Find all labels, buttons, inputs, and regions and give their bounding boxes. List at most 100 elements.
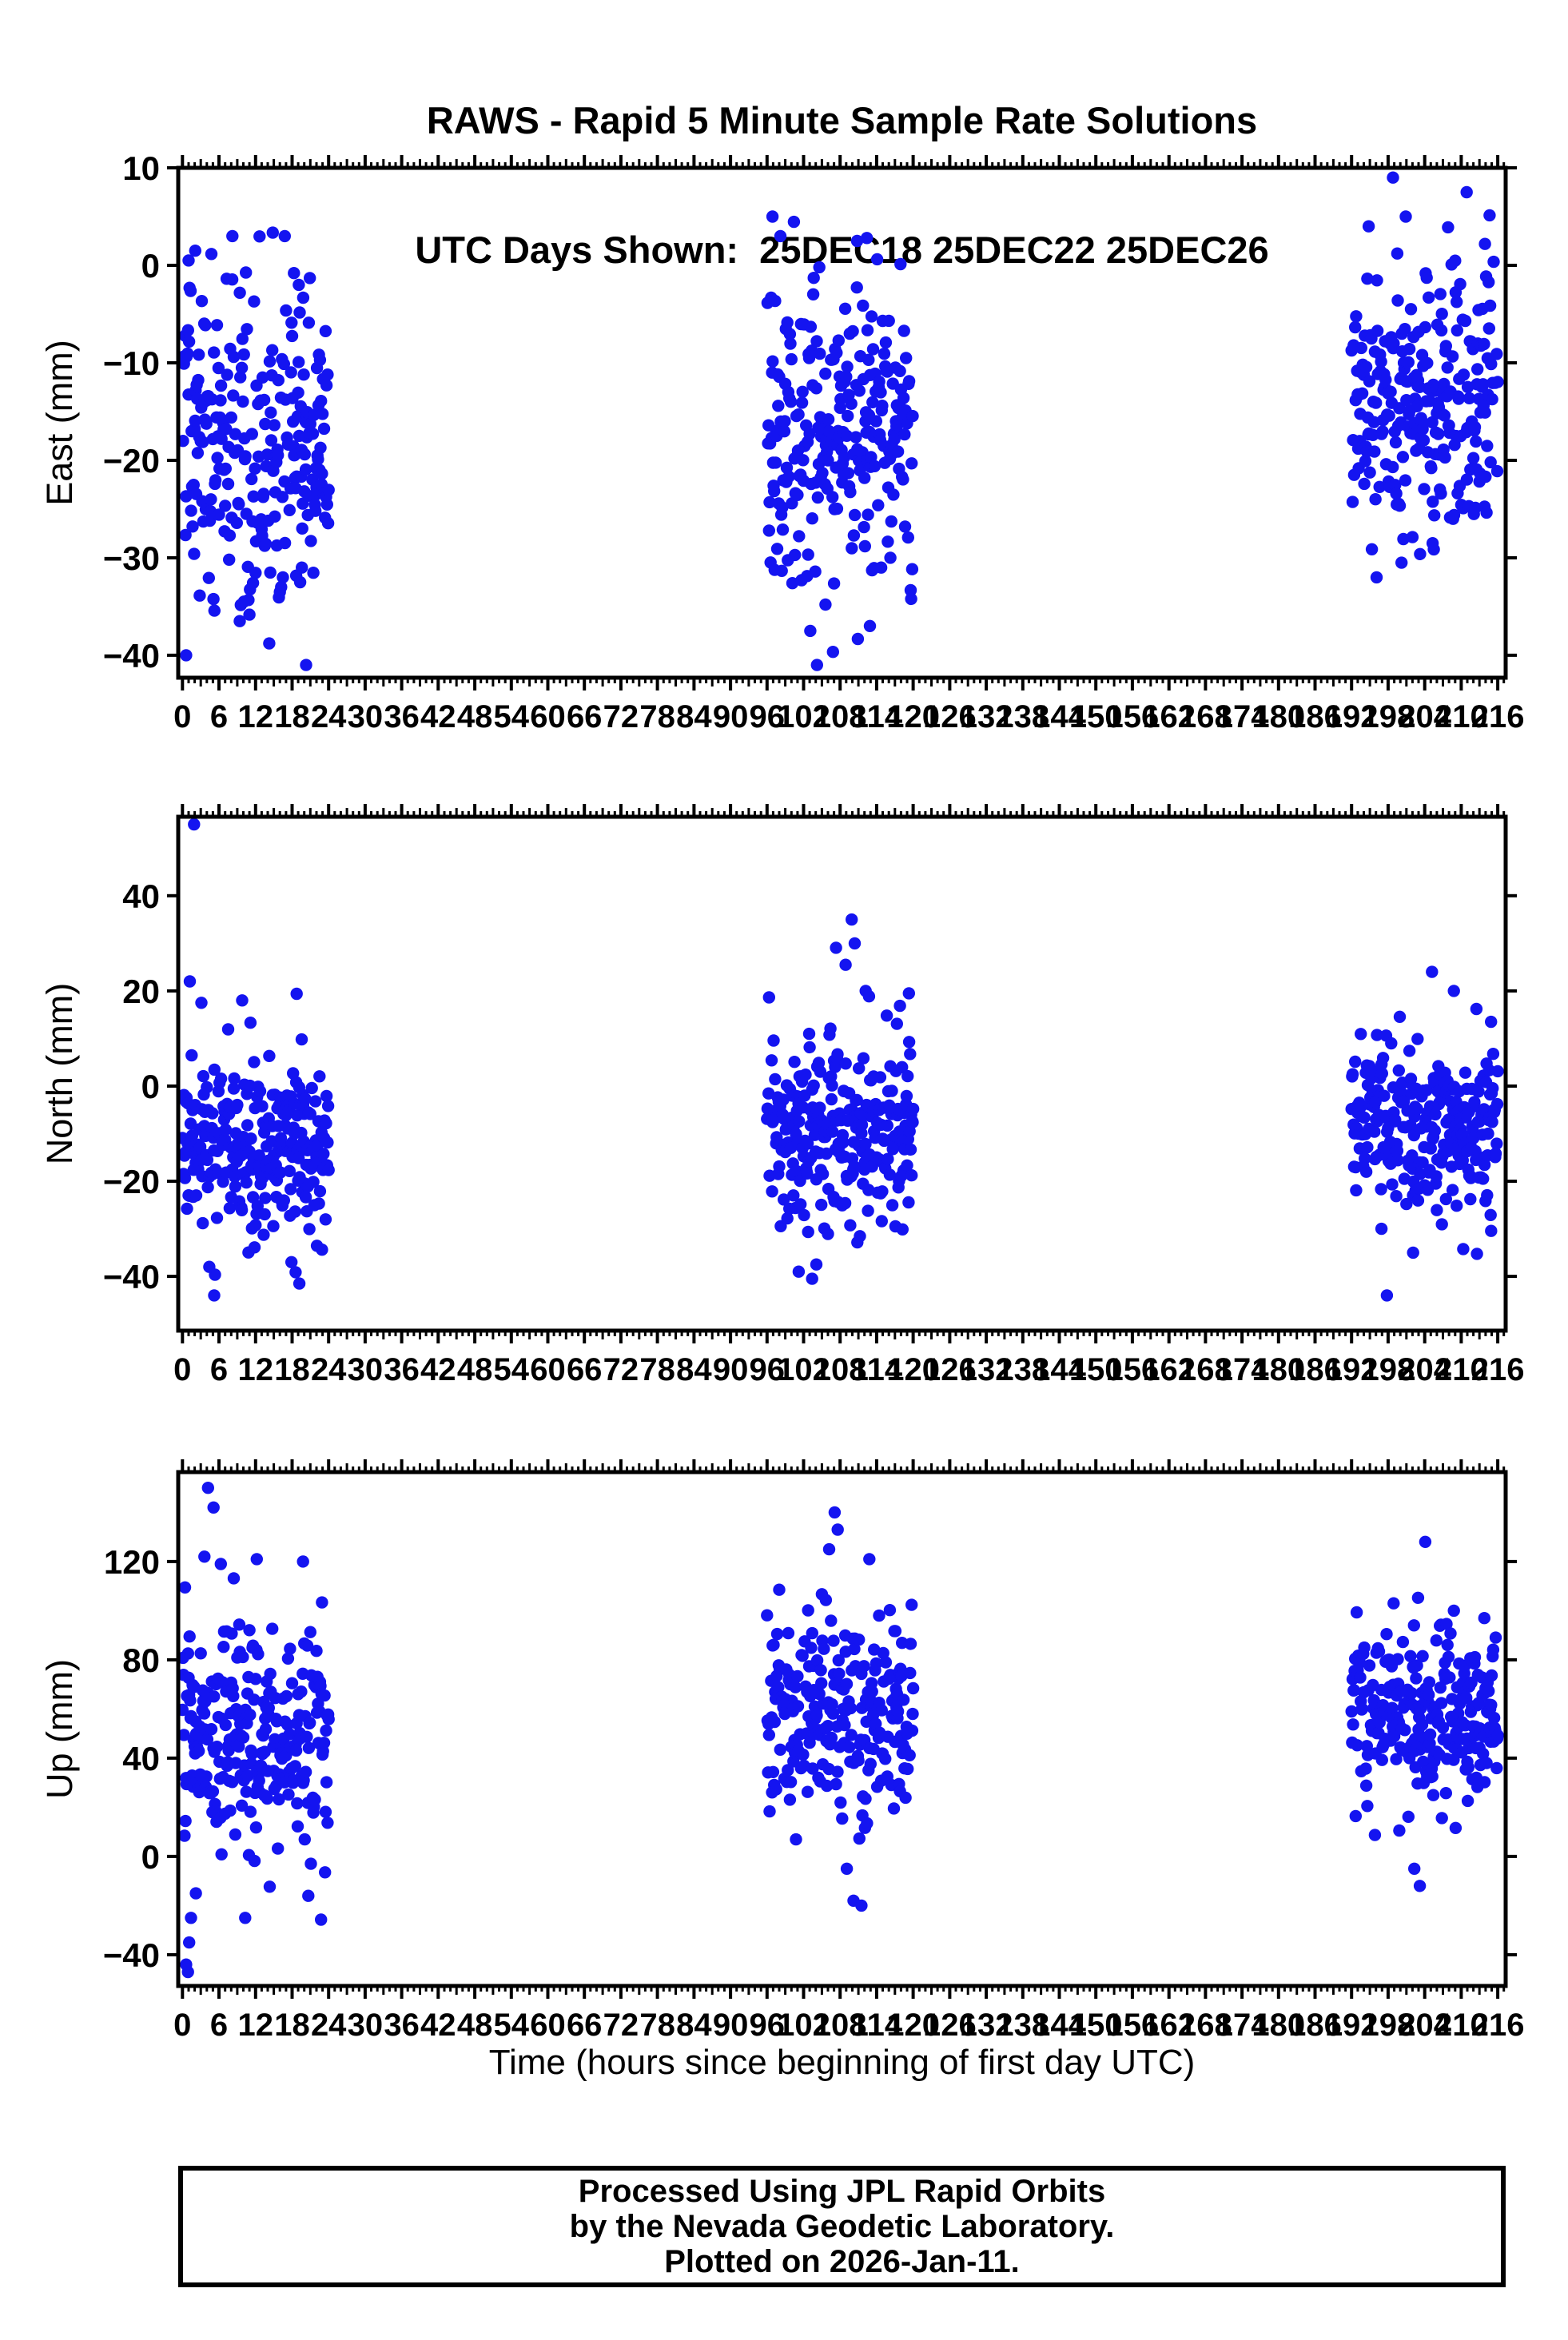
data-point [285, 366, 297, 379]
data-point [1411, 1659, 1423, 1672]
data-point [1469, 1144, 1482, 1158]
data-point [1416, 423, 1429, 436]
data-point [787, 1189, 800, 1202]
x-tick-label: 198 [1362, 2008, 1415, 2043]
data-point [1428, 1124, 1442, 1137]
data-point [847, 529, 861, 542]
data-point [1447, 508, 1461, 522]
data-point [796, 385, 809, 398]
x-tick-label: 48 [457, 699, 493, 734]
data-point [179, 1814, 192, 1828]
data-point [822, 1228, 834, 1240]
data-point [300, 1730, 313, 1743]
data-point [228, 1072, 241, 1085]
data-point [840, 370, 853, 384]
figure-title-line2: UTC Days Shown: 25DEC18 25DEC22 25DEC26 [415, 229, 1269, 271]
figure-title-line1: RAWS - Rapid 5 Minute Sample Rate Soluti… [426, 99, 1258, 141]
data-point [240, 1176, 253, 1189]
data-point [1365, 543, 1379, 555]
x-tick-label: 108 [814, 2008, 867, 2043]
data-point [178, 1829, 191, 1842]
data-point [265, 406, 277, 419]
y-tick-labels-north: 40 20 0 −20 −40 [103, 878, 160, 1295]
data-point [1375, 1183, 1387, 1196]
data-point [1360, 1740, 1374, 1753]
data-point-outlier [1362, 220, 1375, 233]
data-point [225, 1627, 238, 1640]
data-point [229, 1828, 242, 1841]
data-point [1396, 451, 1410, 464]
data-point [197, 1216, 209, 1230]
data-point [234, 371, 247, 384]
data-point [1460, 473, 1474, 486]
data-point [1387, 460, 1399, 474]
data-point [905, 1724, 919, 1737]
data-point [767, 1638, 780, 1651]
data-point [207, 592, 220, 606]
x-tick-label: 192 [1325, 2008, 1379, 2043]
data-point [773, 1583, 786, 1596]
data-point [906, 409, 919, 423]
data-point [879, 1753, 892, 1765]
data-point [181, 1202, 193, 1216]
data-point [178, 1581, 192, 1594]
data-point [802, 1027, 816, 1041]
data-point [1378, 1089, 1391, 1102]
x-tick-label: 132 [960, 2008, 1013, 2043]
data-point [844, 1701, 858, 1715]
data-point [298, 448, 311, 461]
x-tick-label: 186 [1288, 699, 1342, 734]
data-point [1391, 247, 1404, 260]
data-point [299, 1191, 312, 1204]
points-up [178, 1482, 1504, 1979]
data-point [1361, 1140, 1374, 1154]
data-point [291, 1797, 304, 1810]
data-point [259, 1192, 272, 1204]
data-point-outlier [180, 649, 193, 662]
data-point [825, 1070, 838, 1083]
data-point [825, 1614, 838, 1627]
data-point [1417, 1755, 1430, 1769]
data-point [818, 1642, 830, 1655]
data-point [1482, 322, 1496, 335]
data-point [209, 474, 222, 487]
data-point [904, 1143, 917, 1156]
x-tick-label: 120 [886, 699, 940, 734]
data-point [905, 563, 919, 575]
data-point [237, 395, 249, 408]
x-tick-label: 36 [384, 699, 420, 734]
data-point [192, 373, 205, 387]
data-point [879, 1656, 893, 1669]
data-point [235, 1799, 249, 1812]
data-point [782, 1764, 794, 1777]
data-point [901, 1069, 914, 1083]
data-point [1423, 1728, 1437, 1741]
x-tick-label: 132 [960, 1352, 1013, 1387]
x-tick-label: 36 [384, 2008, 420, 2043]
data-point [313, 353, 327, 367]
data-point [1403, 1045, 1416, 1057]
data-point [1363, 466, 1376, 479]
data-point-outlier [182, 254, 195, 267]
x-tick-label: 144 [1033, 699, 1086, 734]
data-point [831, 1765, 844, 1778]
data-point [1359, 1779, 1373, 1792]
data-point [1411, 1033, 1424, 1045]
data-point [1490, 1137, 1503, 1150]
data-point [1385, 1037, 1398, 1050]
x-tick-label: 156 [1106, 1352, 1160, 1387]
data-point [826, 646, 840, 659]
data-point [1439, 1787, 1453, 1800]
data-point [1487, 255, 1500, 269]
data-point [244, 1709, 257, 1721]
data-point [282, 1788, 295, 1801]
data-point [784, 396, 798, 408]
data-point [1345, 1705, 1358, 1718]
data-point-outlier [902, 987, 916, 1000]
data-point [805, 1642, 818, 1654]
data-point [302, 316, 316, 329]
data-point [821, 1779, 834, 1793]
data-point [1481, 440, 1494, 452]
data-point [825, 1092, 838, 1106]
